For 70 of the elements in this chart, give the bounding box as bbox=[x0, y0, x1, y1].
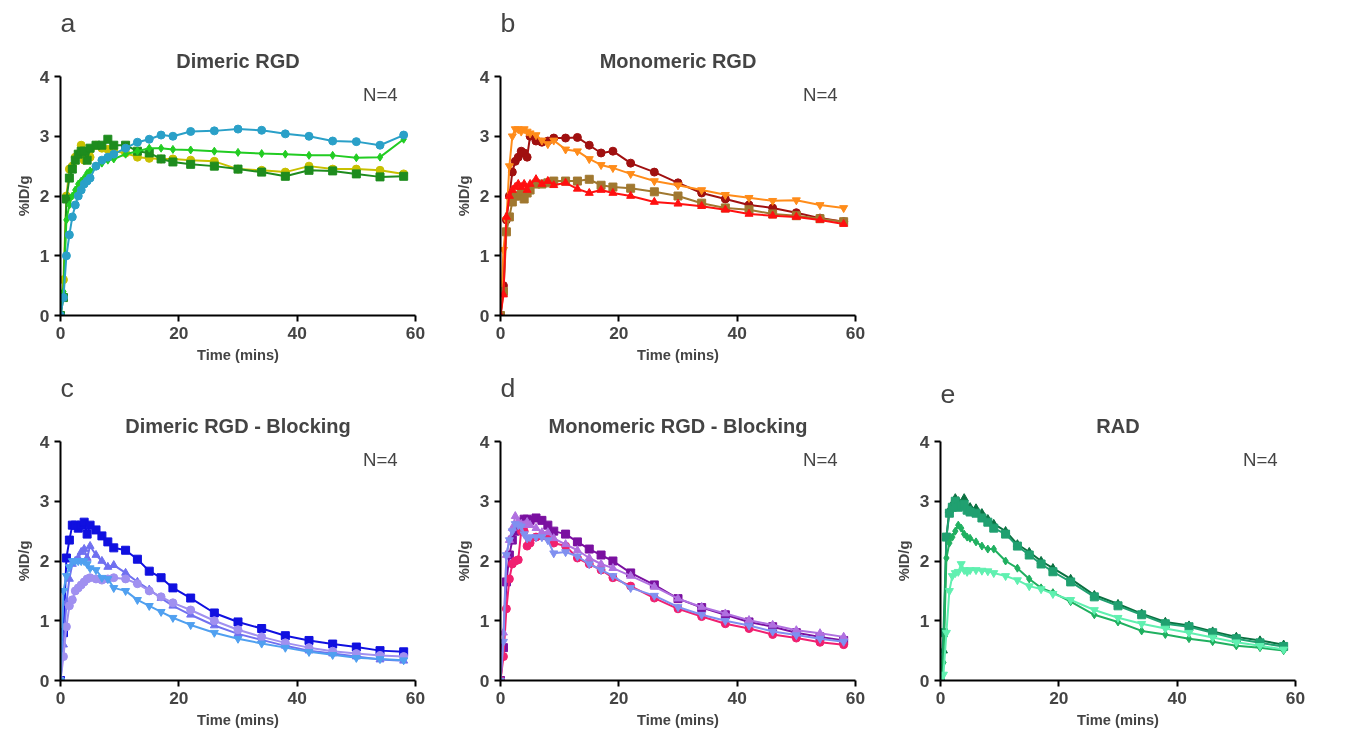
y-tick-label: 2 bbox=[39, 551, 50, 571]
y-tick-label: 2 bbox=[919, 551, 930, 571]
y-tick-label: 1 bbox=[479, 610, 490, 631]
chart-title: Monomeric RGD bbox=[599, 49, 757, 72]
x-tick-label: 60 bbox=[845, 687, 866, 708]
text: d bbox=[500, 372, 516, 403]
x-axis-title: Time (mins) bbox=[197, 346, 280, 363]
y-tick-label: 1 bbox=[39, 610, 50, 631]
y-tick-label: 0 bbox=[919, 670, 930, 691]
annotation: N=4 bbox=[363, 449, 398, 471]
y-tick-label: 4 bbox=[919, 431, 930, 452]
text: a bbox=[60, 7, 76, 38]
x-tick-label: 0 bbox=[55, 687, 66, 708]
y-tick-label: 4 bbox=[479, 66, 490, 87]
text: b bbox=[500, 7, 516, 38]
y-tick-label: 4 bbox=[39, 431, 50, 452]
x-tick-label: 40 bbox=[287, 687, 307, 708]
x-axis-title: Time (mins) bbox=[637, 711, 720, 728]
y-tick-label: 1 bbox=[919, 610, 930, 631]
y-tick-label: 0 bbox=[479, 305, 490, 326]
y-tick-label: 4 bbox=[39, 66, 50, 87]
y-axis-title: %ID/g bbox=[455, 175, 472, 217]
y-tick-label: 1 bbox=[479, 245, 490, 266]
y-axis-title: %ID/g bbox=[455, 540, 472, 582]
y-tick-label: 3 bbox=[39, 491, 50, 512]
y-tick-label: 2 bbox=[479, 551, 490, 571]
y-tick-label: 3 bbox=[919, 491, 930, 512]
chart-title: Monomeric RGD - Blocking bbox=[548, 414, 808, 437]
y-tick-label: 0 bbox=[479, 670, 490, 691]
text: e bbox=[940, 378, 956, 409]
annotation: N=4 bbox=[1243, 449, 1278, 471]
x-tick-label: 40 bbox=[727, 687, 747, 708]
chart-title: RAD bbox=[1096, 414, 1140, 437]
y-tick-label: 3 bbox=[479, 491, 490, 512]
x-axis-title: Time (mins) bbox=[637, 346, 720, 363]
x-tick-label: 40 bbox=[287, 322, 307, 343]
x-tick-label: 0 bbox=[935, 687, 946, 708]
x-tick-label: 20 bbox=[1049, 687, 1069, 708]
chart-title: Dimeric RGD bbox=[176, 49, 300, 72]
y-axis-title: %ID/g bbox=[895, 540, 912, 582]
annotation: N=4 bbox=[363, 84, 398, 106]
y-tick-label: 0 bbox=[39, 305, 50, 326]
x-tick-label: 20 bbox=[609, 687, 629, 708]
y-tick-label: 1 bbox=[39, 245, 50, 266]
x-axis-title: Time (mins) bbox=[1077, 711, 1160, 728]
annotation: N=4 bbox=[803, 449, 838, 471]
x-axis-title: Time (mins) bbox=[197, 711, 280, 728]
y-tick-label: 3 bbox=[479, 126, 490, 147]
x-tick-label: 0 bbox=[495, 687, 506, 708]
x-tick-label: 60 bbox=[405, 687, 426, 708]
y-tick-label: 3 bbox=[39, 126, 50, 147]
annotation: N=4 bbox=[803, 84, 838, 106]
y-tick-label: 2 bbox=[39, 186, 50, 206]
y-tick-label: 4 bbox=[479, 431, 490, 452]
text: c bbox=[60, 372, 74, 403]
x-tick-label: 40 bbox=[727, 322, 747, 343]
chart-title: Dimeric RGD - Blocking bbox=[125, 414, 351, 437]
y-tick-label: 2 bbox=[479, 186, 490, 206]
y-axis-title: %ID/g bbox=[15, 175, 32, 217]
y-tick-label: 0 bbox=[39, 670, 50, 691]
x-tick-label: 0 bbox=[55, 322, 66, 343]
x-tick-label: 60 bbox=[1285, 687, 1306, 708]
x-tick-label: 20 bbox=[169, 322, 189, 343]
x-tick-label: 0 bbox=[495, 322, 506, 343]
x-tick-label: 20 bbox=[169, 687, 189, 708]
y-axis-title: %ID/g bbox=[15, 540, 32, 582]
x-tick-label: 20 bbox=[609, 322, 629, 343]
x-tick-label: 40 bbox=[1167, 687, 1187, 708]
x-tick-label: 60 bbox=[405, 322, 426, 343]
x-tick-label: 60 bbox=[845, 322, 866, 343]
